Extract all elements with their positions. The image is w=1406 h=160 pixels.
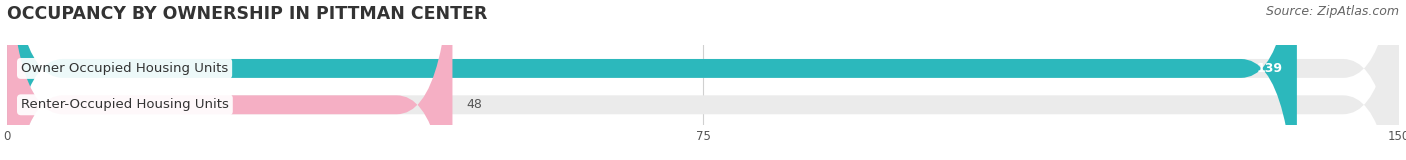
Text: OCCUPANCY BY OWNERSHIP IN PITTMAN CENTER: OCCUPANCY BY OWNERSHIP IN PITTMAN CENTER [7, 5, 488, 23]
FancyBboxPatch shape [7, 0, 1399, 160]
Text: 48: 48 [467, 98, 482, 111]
Text: Renter-Occupied Housing Units: Renter-Occupied Housing Units [21, 98, 229, 111]
Text: Source: ZipAtlas.com: Source: ZipAtlas.com [1265, 5, 1399, 18]
FancyBboxPatch shape [7, 0, 453, 160]
FancyBboxPatch shape [7, 0, 1399, 160]
FancyBboxPatch shape [7, 0, 1296, 160]
Text: Owner Occupied Housing Units: Owner Occupied Housing Units [21, 62, 228, 75]
Text: 139: 139 [1257, 62, 1282, 75]
